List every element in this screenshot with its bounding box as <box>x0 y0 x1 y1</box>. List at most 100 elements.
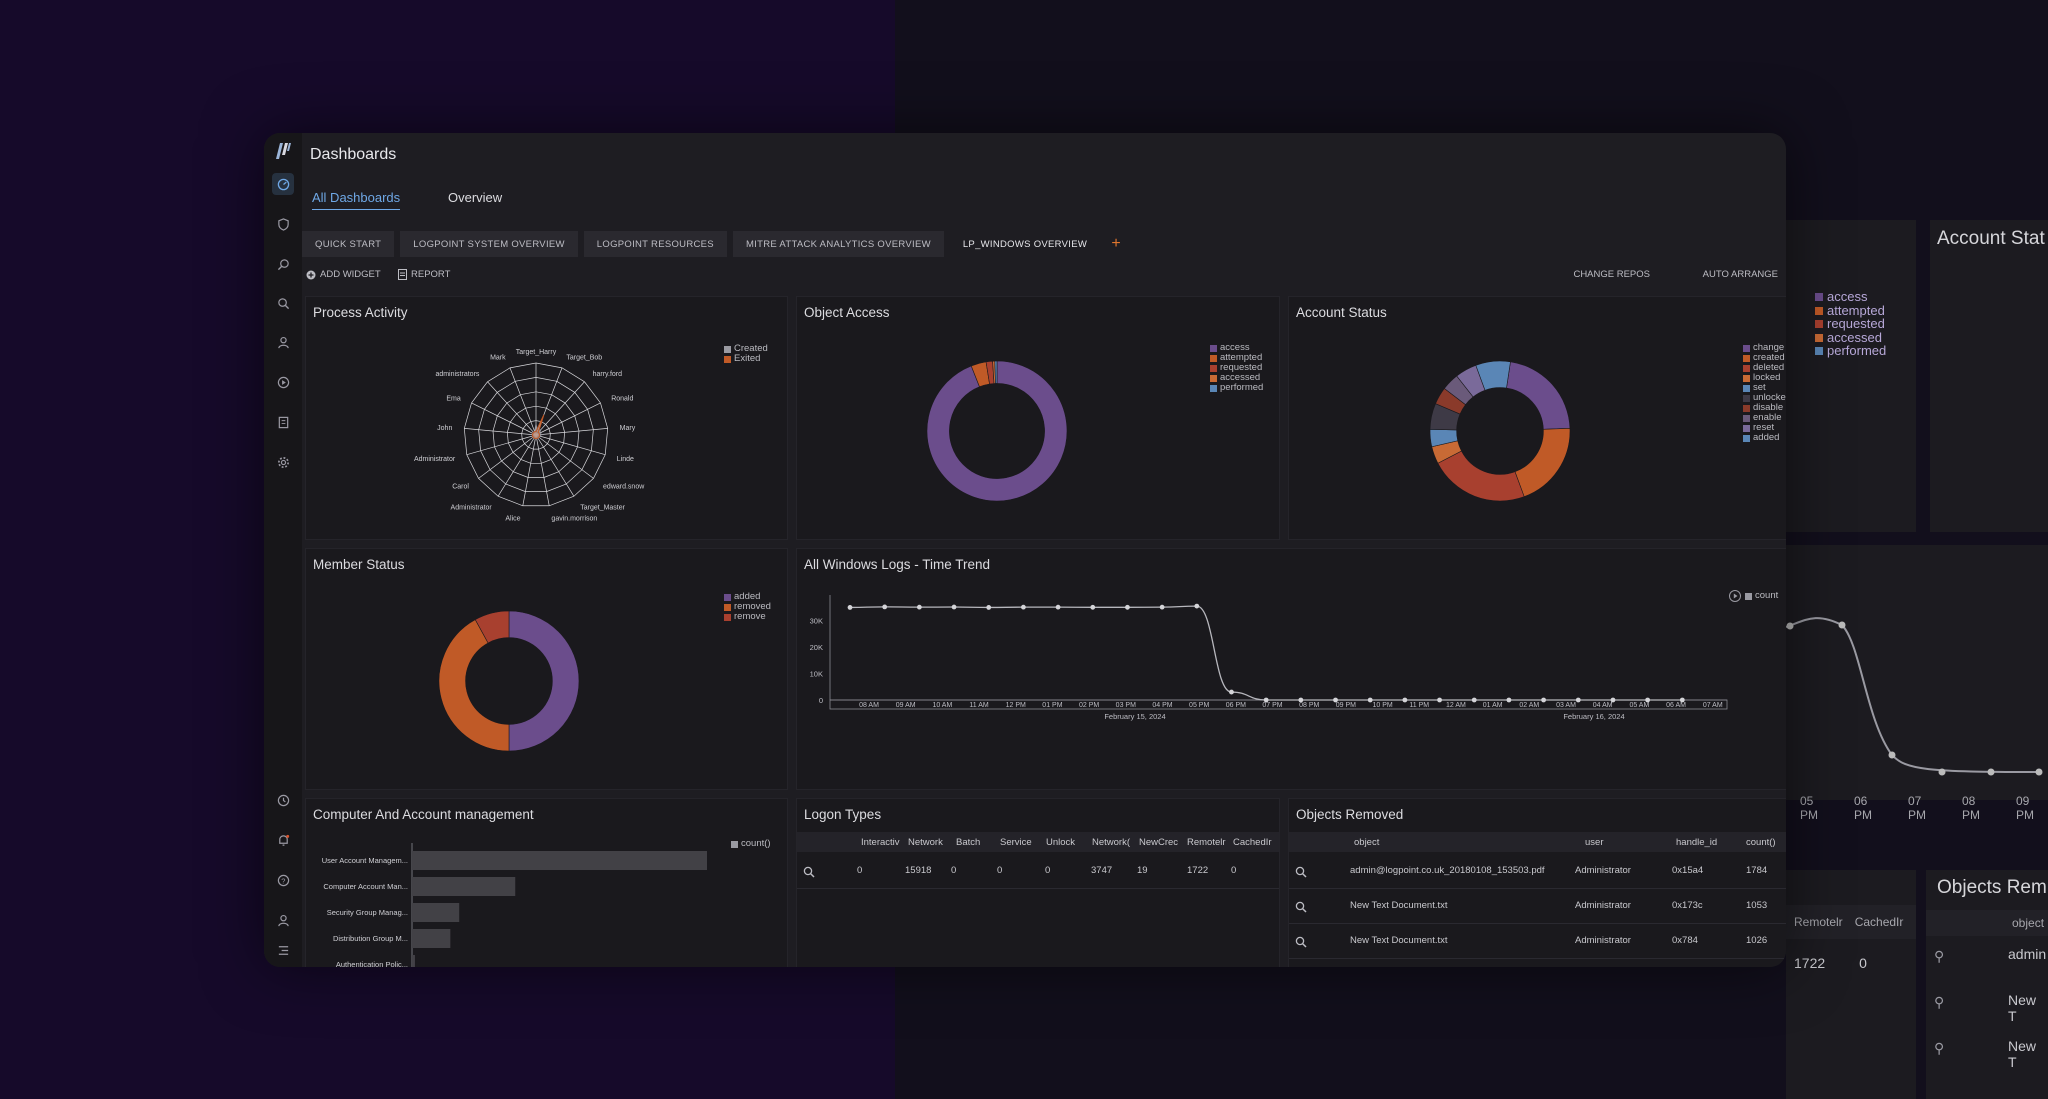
column-header[interactable]: Remotelr <box>1187 837 1226 848</box>
search-icon[interactable] <box>803 866 815 878</box>
change-repos-button[interactable]: CHANGE REPOS <box>1573 269 1650 280</box>
dashboard-icon[interactable] <box>272 173 294 195</box>
donut-slice-access[interactable] <box>926 360 1068 502</box>
table-row[interactable]: 0 15918 0 0 0 3747 19 1722 0 <box>797 854 1279 889</box>
column-header[interactable]: Service <box>1000 837 1032 848</box>
column-header[interactable]: Network <box>908 837 943 848</box>
tab-quick-start[interactable]: QUICK START <box>302 231 395 257</box>
search-icon[interactable] <box>1295 901 1307 913</box>
data-point[interactable] <box>916 604 922 610</box>
help-icon[interactable]: ? <box>272 869 294 891</box>
auto-arrange-button[interactable]: AUTO ARRANGE <box>1702 269 1778 280</box>
data-point[interactable] <box>1437 697 1442 703</box>
search-zoom-icon[interactable] <box>272 253 294 275</box>
data-point[interactable] <box>1402 697 1408 703</box>
tab-mitre-attack-analytics[interactable]: MITRE ATTACK ANALYTICS OVERVIEW <box>732 231 944 257</box>
data-point[interactable] <box>1575 697 1581 703</box>
widget-time-trend: All Windows Logs - Time Trend 0 10K 20K 30K… <box>796 548 1786 790</box>
bar[interactable] <box>412 851 707 870</box>
data-point[interactable] <box>1679 697 1685 703</box>
data-point[interactable] <box>882 604 888 610</box>
shield-icon[interactable] <box>272 213 294 235</box>
data-point[interactable] <box>1159 604 1165 610</box>
play-icon[interactable] <box>1729 590 1741 602</box>
data-point[interactable] <box>1125 604 1130 610</box>
x-tick-label: 02 AM <box>1519 702 1539 709</box>
data-point[interactable] <box>951 604 957 610</box>
column-header[interactable]: Interactiv <box>861 837 900 848</box>
bar[interactable] <box>412 955 415 967</box>
gear-icon[interactable] <box>272 451 294 473</box>
data-point[interactable] <box>1333 697 1338 703</box>
bar[interactable] <box>412 929 451 948</box>
y-tick-label: 20K <box>810 643 823 652</box>
donut-slice-changed[interactable] <box>1506 361 1571 430</box>
subnav-all-dashboards[interactable]: All Dashboards <box>312 190 401 210</box>
radar-axis <box>466 434 537 456</box>
x-tick-label: 10 AM <box>932 702 952 709</box>
bar[interactable] <box>412 877 516 896</box>
table-row[interactable]: admin@logpoint.co.uk_20180108_153503.pdf… <box>1289 854 1786 889</box>
user-icon[interactable] <box>272 331 294 353</box>
subnav-overview[interactable]: Overview <box>448 190 503 205</box>
data-point[interactable] <box>1263 697 1269 703</box>
donut-slice-added[interactable] <box>1475 360 1511 391</box>
legend-item: set <box>1743 383 1786 393</box>
data-point[interactable] <box>1367 697 1373 703</box>
data-point[interactable] <box>1298 697 1304 703</box>
data-point[interactable] <box>1090 604 1096 610</box>
legend-item: created <box>1743 353 1786 363</box>
column-header[interactable]: CachedIr <box>1233 837 1272 848</box>
column-header[interactable]: handle_id <box>1676 837 1718 848</box>
radar-axis <box>464 428 537 436</box>
search-icon[interactable] <box>272 292 294 314</box>
report-button[interactable]: REPORT <box>398 269 450 280</box>
play-icon[interactable] <box>272 371 294 393</box>
menu-icon[interactable] <box>272 939 294 961</box>
bell-icon[interactable] <box>272 829 294 851</box>
tab-logpoint-resources[interactable]: LOGPOINT RESOURCES <box>583 231 727 257</box>
add-widget-button[interactable]: ADD WIDGET <box>306 269 381 280</box>
table-row[interactable]: New Text Document.txt Administrator 0x784 1… <box>1289 924 1786 959</box>
bg-account-status-card <box>1930 220 2048 532</box>
column-header[interactable]: count() <box>1746 837 1776 848</box>
column-header[interactable]: object <box>1354 837 1380 848</box>
data-point[interactable] <box>847 605 853 610</box>
profile-icon[interactable] <box>272 909 294 931</box>
donut-slice-remove[interactable] <box>474 610 510 644</box>
column-header[interactable]: Network( <box>1092 837 1131 848</box>
data-point[interactable] <box>1471 697 1477 703</box>
column-header[interactable]: user <box>1585 837 1604 848</box>
plus-icon[interactable]: + <box>1111 235 1121 252</box>
table-row[interactable]: New folderAdministrator0x173c1025 <box>1289 959 1786 967</box>
data-point[interactable] <box>1194 603 1200 609</box>
bar[interactable] <box>412 903 460 922</box>
data-point[interactable] <box>1055 604 1061 610</box>
table-row[interactable]: New Text Document.txt Administrator 0x173c… <box>1289 889 1786 924</box>
donut-slice-deleted[interactable] <box>1437 450 1525 502</box>
column-header[interactable]: NewCrec <box>1139 837 1179 848</box>
report-icon[interactable] <box>272 411 294 433</box>
radar-axis <box>509 367 537 436</box>
column-header[interactable]: Unlock <box>1046 837 1076 848</box>
data-point[interactable] <box>986 605 992 610</box>
data-point[interactable] <box>1610 697 1616 703</box>
legend-item: requested <box>1210 363 1263 373</box>
radar-axis-label: administrators <box>435 371 479 378</box>
clock-icon[interactable] <box>272 789 294 811</box>
data-point[interactable] <box>1021 604 1026 610</box>
search-icon[interactable] <box>1295 936 1307 948</box>
data-point[interactable] <box>1229 689 1234 695</box>
column-header[interactable]: Batch <box>956 837 981 848</box>
donut-slice-created[interactable] <box>1514 427 1571 498</box>
donut-slice-performed[interactable] <box>994 360 998 384</box>
data-point[interactable] <box>1541 697 1546 703</box>
donut-slice-removed[interactable] <box>438 619 510 752</box>
widget-title: Logon Types <box>804 807 882 822</box>
tab-logpoint-system-overview[interactable]: LOGPOINT SYSTEM OVERVIEW <box>400 231 578 257</box>
tab-lp-windows-overview[interactable]: LP_WINDOWS OVERVIEW <box>949 231 1101 257</box>
data-point[interactable] <box>1645 697 1651 703</box>
search-icon[interactable] <box>1295 866 1307 878</box>
donut-slice-added[interactable] <box>508 610 580 752</box>
data-point[interactable] <box>1506 697 1512 703</box>
